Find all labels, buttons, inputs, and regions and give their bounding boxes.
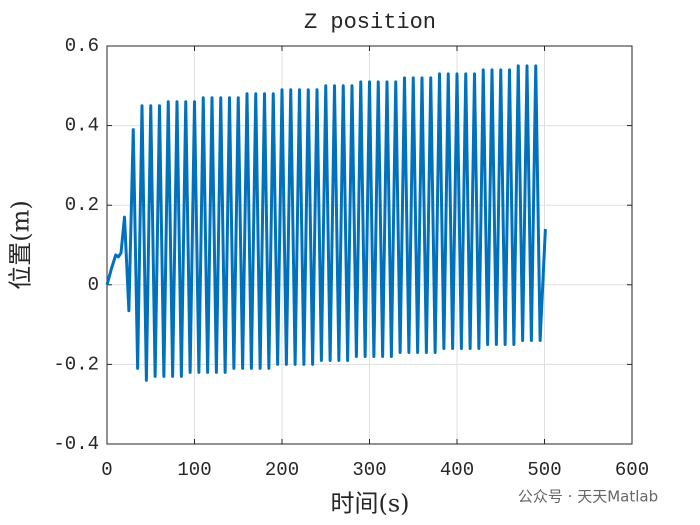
y-tick-label: 0.2 xyxy=(65,194,99,216)
y-axis-label: 位置(m) xyxy=(7,200,35,289)
x-tick-label: 500 xyxy=(527,459,561,481)
data-line xyxy=(105,64,547,382)
y-tick-label: 0.4 xyxy=(65,115,99,137)
x-axis-label: 时间(s) xyxy=(330,490,409,518)
chart-title: Z position xyxy=(304,10,436,35)
x-tick-label: 400 xyxy=(440,459,474,481)
y-tick-label: -0.4 xyxy=(53,433,99,455)
y-tick-label: 0 xyxy=(88,274,99,296)
x-tick-label: 0 xyxy=(101,459,112,481)
watermark: 公众号 · 天天Matlab xyxy=(518,488,658,506)
x-tick-label: 200 xyxy=(265,459,299,481)
y-tick-label: -0.2 xyxy=(53,353,99,375)
x-tick-label: 600 xyxy=(615,459,649,481)
x-tick-label: 300 xyxy=(352,459,386,481)
x-tick-label: 100 xyxy=(177,459,211,481)
y-tick-label: 0.6 xyxy=(65,35,99,57)
plot-frame xyxy=(106,45,633,445)
